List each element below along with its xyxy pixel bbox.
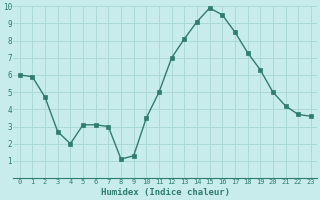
X-axis label: Humidex (Indice chaleur): Humidex (Indice chaleur) (101, 188, 230, 197)
